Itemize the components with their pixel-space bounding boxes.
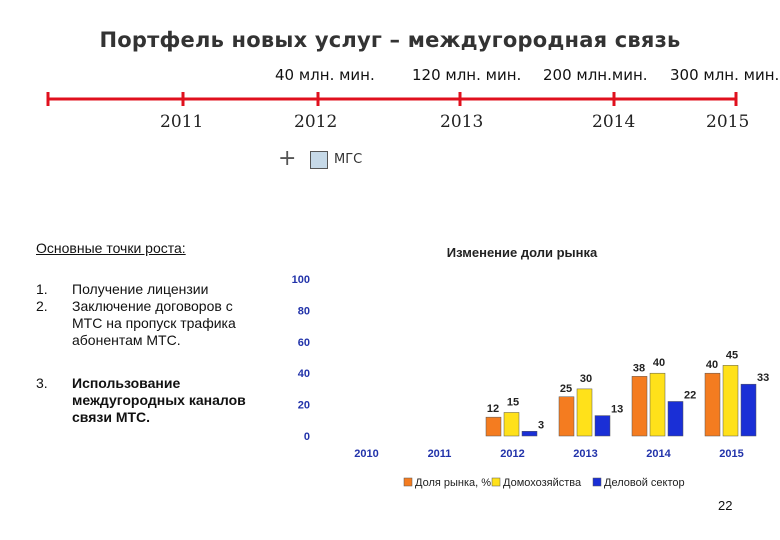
mgs-legend-box <box>310 151 328 169</box>
legend-swatch <box>491 477 501 487</box>
y-tick-label: 100 <box>292 274 310 286</box>
growth-item-1-number: 1. <box>36 281 48 297</box>
growth-points-title: Основные точки роста: <box>36 240 186 256</box>
chart-legend: Доля рынка, % Домохозяйства Деловой сектор <box>403 477 685 489</box>
data-label: 15 <box>507 396 519 408</box>
year-2013: 2013 <box>440 112 484 132</box>
growth-item-3-text: Использование междугородных каналов связ… <box>72 375 246 425</box>
y-axis: 0 20 40 60 80 100 <box>292 274 310 443</box>
timeline <box>46 92 738 106</box>
x-tick-label: 2015 <box>719 448 743 460</box>
timeline-ticks <box>46 92 738 106</box>
data-label: 3 <box>538 419 544 431</box>
bar <box>722 365 739 437</box>
slide-title: Портфель новых услуг – междугородная свя… <box>99 28 681 52</box>
year-2012: 2012 <box>294 112 338 132</box>
y-tick-label: 0 <box>304 431 310 443</box>
bar <box>576 388 593 437</box>
bar <box>704 372 721 437</box>
bar <box>521 431 538 437</box>
bar <box>558 396 575 437</box>
y-tick-label: 20 <box>298 400 310 412</box>
data-label: 45 <box>726 349 738 361</box>
x-tick-label: 2012 <box>500 448 524 460</box>
x-tick-label: 2010 <box>354 448 378 460</box>
y-tick-label: 40 <box>298 368 310 380</box>
data-label: 13 <box>611 404 623 416</box>
bar <box>503 412 520 437</box>
data-label: 22 <box>684 389 696 401</box>
data-label: 33 <box>757 372 769 384</box>
legend-label: Деловой сектор <box>604 477 685 489</box>
data-label: 12 <box>487 403 499 415</box>
data-label: 38 <box>633 362 645 374</box>
year-2015: 2015 <box>706 112 750 132</box>
growth-item-3-number: 3. <box>36 375 48 391</box>
data-label: 25 <box>560 383 572 395</box>
bar <box>594 415 611 437</box>
mgs-legend-label: МГС <box>334 152 363 167</box>
volume-label-2012: 40 млн. мин. <box>275 66 375 84</box>
data-label: 30 <box>580 373 592 385</box>
growth-item-1-text: Получение лицензии <box>72 281 209 297</box>
plus-sign: + <box>278 146 297 171</box>
page-number: 22 <box>718 498 733 513</box>
data-label: 40 <box>706 359 718 371</box>
legend-swatch <box>592 477 602 487</box>
volume-label-2013: 120 млн. мин. <box>412 66 522 84</box>
year-2011: 2011 <box>160 112 204 132</box>
x-tick-label: 2013 <box>573 448 597 460</box>
chart-title: Изменение доли рынка <box>447 245 598 260</box>
volume-label-2014: 200 млн.мин. <box>543 66 648 84</box>
bar <box>740 383 757 437</box>
y-tick-label: 60 <box>298 337 310 349</box>
legend-label: Доля рынка, % <box>415 477 491 489</box>
y-tick-label: 80 <box>298 305 310 317</box>
volume-label-2015: 300 млн. мин. <box>670 66 780 84</box>
x-tick-label: 2011 <box>428 448 452 460</box>
year-2014: 2014 <box>592 112 636 132</box>
bar <box>667 401 684 437</box>
legend-label: Домохозяйства <box>503 477 582 489</box>
growth-item-2-number: 2. <box>36 298 48 314</box>
legend-swatch <box>403 477 413 487</box>
x-axis: 2010 2011 2012 2013 2014 2015 <box>354 448 743 460</box>
bar <box>631 376 648 437</box>
bar <box>485 416 502 437</box>
market-share-chart: Изменение доли рынка 0 20 40 60 80 100 12 15 3 2… <box>292 245 770 489</box>
data-label: 40 <box>653 357 665 369</box>
growth-item-2-text: Заключение договоров с МТС на пропуск тр… <box>72 298 236 348</box>
bar <box>649 372 666 437</box>
bars: 12 15 3 25 30 13 38 40 22 40 45 33 <box>485 349 769 437</box>
x-tick-label: 2014 <box>646 448 671 460</box>
